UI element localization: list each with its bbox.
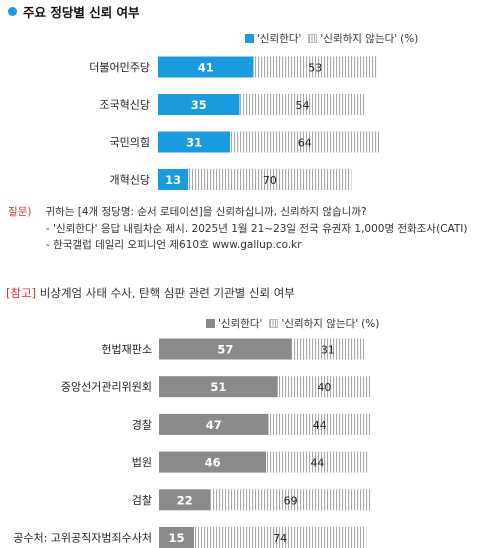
category-label-더불어민주당: 더불어민주당 [89, 61, 150, 74]
value-trust-국민의힘: 31 [186, 136, 202, 150]
bar-trust-공수처-고위공직자범죄수사처 [159, 527, 194, 548]
bar-trust-검찰 [159, 489, 211, 511]
value-distrust-공수처-고위공직자범죄수사처: 74 [273, 532, 287, 545]
category-label-검찰: 검찰 [132, 494, 152, 507]
value-trust-조국혁신당: 35 [191, 98, 207, 112]
legend2-unit: (%) [361, 317, 380, 330]
category-label-법원: 법원 [132, 456, 152, 469]
section1-title: 주요 정당별 신뢰 여부 [8, 2, 140, 21]
legend2-trust-label: '신뢰한다' [218, 318, 263, 330]
category-label-중앙선거관리위원회: 중앙선거관리위원회 [61, 381, 152, 394]
bar-distrust-더불어민주당 [253, 56, 378, 78]
bar-trust-법원 [159, 451, 267, 473]
chart2-legend: '신뢰한다' '신뢰하지 않는다' (%) [206, 316, 379, 331]
bar-distrust-검찰 [210, 489, 372, 511]
bar-trust-조국혁신당 [158, 94, 240, 115]
category-label-개혁신당: 개혁신당 [110, 174, 150, 187]
value-distrust-조국혁신당: 54 [295, 99, 309, 112]
value-trust-경찰: 47 [206, 418, 222, 432]
category-label-경찰: 경찰 [132, 418, 152, 431]
legend2-distrust-swatch-icon [269, 319, 279, 328]
value-distrust-중앙선거관리위원회: 40 [317, 381, 331, 394]
bar-distrust-공수처-고위공직자범죄수사처 [193, 527, 367, 548]
question-line: 질문) 귀하는 [4개 정당명: 순서 로테이션]을 신뢰하십니까, 신뢰하지 않… [8, 204, 468, 221]
bar-distrust-경찰 [268, 413, 372, 435]
category-label-국민의힘: 국민의힘 [110, 136, 150, 149]
note-line-method: - '신뢰한다' 응답 내림차순 제시. 2025년 1월 21~23일 전국 … [46, 222, 468, 235]
bar-trust-개혁신당 [158, 169, 189, 190]
chart1-legend: '신뢰한다' '신뢰하지 않는다' (%) [245, 31, 418, 46]
legend-distrust-label: '신뢰하지 않는다' [320, 33, 398, 45]
value-distrust-헌법재판소: 31 [321, 344, 335, 357]
question-tag: 질문) [8, 206, 32, 218]
value-distrust-경찰: 44 [313, 419, 327, 432]
bar-distrust-법원 [266, 451, 369, 473]
bar-distrust-헌법재판소 [291, 338, 365, 360]
value-distrust-개혁신당: 70 [263, 174, 277, 187]
value-trust-법원: 46 [205, 456, 221, 470]
legend2-trust-swatch-icon [206, 319, 215, 328]
bar-distrust-중앙선거관리위원회 [277, 376, 372, 398]
value-distrust-더불어민주당: 53 [308, 62, 322, 75]
section2-title: [참고] 비상계엄 사태 수사, 탄핵 심판 관련 기관별 신뢰 여부 [6, 285, 295, 301]
value-distrust-국민의힘: 64 [298, 137, 312, 150]
survey-notes: 질문) 귀하는 [4개 정당명: 순서 로테이션]을 신뢰하십니까, 신뢰하지 않… [8, 204, 468, 254]
value-distrust-법원: 44 [310, 457, 324, 470]
legend-trust-swatch-icon [245, 34, 254, 43]
note-line-source: - 한국갤럽 데일리 오피니언 제610호 www.gallup.co.kr [46, 239, 302, 251]
value-trust-검찰: 22 [177, 493, 193, 507]
category-label-공수처-고위공직자범죄수사처: 공수처: 고위공직자범죄수사처 [13, 532, 152, 545]
bar-distrust-국민의힘 [230, 131, 380, 153]
category-label-헌법재판소: 헌법재판소 [101, 343, 152, 356]
category-label-조국혁신당: 조국혁신당 [99, 99, 150, 112]
value-trust-헌법재판소: 57 [217, 343, 233, 357]
bar-distrust-개혁신당 [188, 169, 352, 190]
party-trust-chart: 더불어민주당 41 53 조국혁신당 35 54 국민의힘 31 64 개혁신당 13 70 [89, 56, 380, 190]
value-trust-개혁신당: 13 [165, 173, 181, 187]
legend-trust-label: '신뢰한다' [257, 33, 302, 45]
bar-trust-경찰 [159, 413, 269, 435]
value-trust-공수처-고위공직자범죄수사처: 15 [168, 531, 184, 545]
bullet-dot-icon [8, 7, 17, 16]
legend2-distrust-label: '신뢰하지 않는다' [281, 318, 359, 330]
legend-unit: (%) [400, 32, 419, 45]
value-trust-중앙선거관리위원회: 51 [210, 380, 226, 394]
value-distrust-검찰: 69 [284, 494, 298, 507]
value-trust-더불어민주당: 41 [198, 61, 214, 75]
section2-title-text: 비상계엄 사태 수사, 탄핵 심판 관련 기관별 신뢰 여부 [39, 286, 295, 300]
bar-trust-더불어민주당 [158, 56, 254, 78]
question-text: 귀하는 [4개 정당명: 순서 로테이션]을 신뢰하십니까, 신뢰하지 않습니까… [45, 206, 367, 218]
bar-trust-헌법재판소 [159, 338, 292, 360]
bar-trust-중앙선거관리위원회 [159, 376, 278, 398]
bar-distrust-조국혁신당 [239, 94, 366, 115]
section1-title-text: 주요 정당별 신뢰 여부 [23, 5, 140, 20]
reference-tag: [참고] [6, 286, 37, 300]
legend-distrust-swatch-icon [308, 34, 318, 43]
bar-trust-국민의힘 [158, 131, 231, 153]
